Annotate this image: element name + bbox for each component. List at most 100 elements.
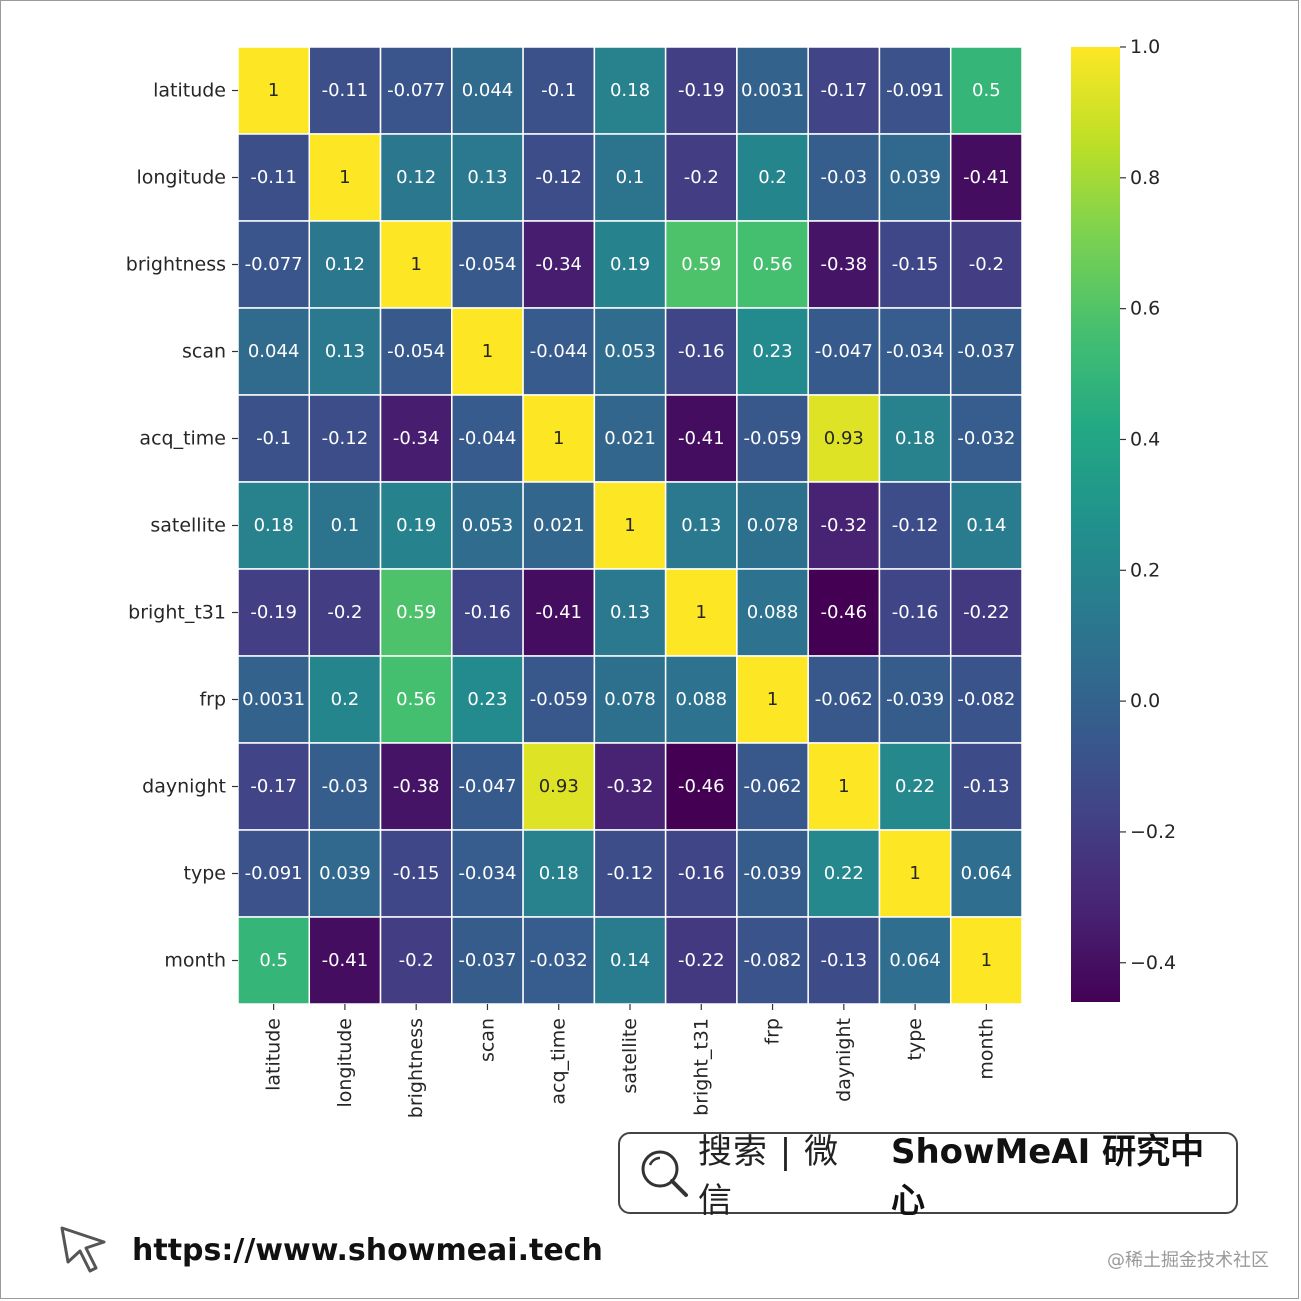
cell-value-label: -0.22 <box>678 950 725 971</box>
heatmap-cell-month-satellite <box>593 916 667 1005</box>
heatmap-cell-type-satellite <box>593 829 667 918</box>
heatmap-cell-latitude-daynight <box>807 46 881 135</box>
cell-value-label: -0.047 <box>815 341 873 362</box>
cell-value-label: 0.18 <box>895 428 935 449</box>
heatmap-cell-month-daynight <box>807 916 881 1005</box>
cell-value-label: 0.088 <box>676 689 728 710</box>
cell-value-label: 0.0031 <box>242 689 305 710</box>
cell-value-label: 0.0031 <box>741 80 804 101</box>
cell-value-label: 0.19 <box>396 515 436 536</box>
cell-value-label: -0.13 <box>963 776 1010 797</box>
heatmap-cell-satellite-satellite <box>593 481 667 570</box>
column-labels: latitude longitude brightness scan acq_time s… <box>263 1004 997 1118</box>
heatmap-cell-acq_time-longitude <box>308 394 382 483</box>
cell-value-label: 0.59 <box>396 602 436 623</box>
cell-value-label: -0.047 <box>458 776 516 797</box>
cell-value-label: -0.17 <box>250 776 297 797</box>
heatmap-cell-longitude-satellite <box>593 133 667 222</box>
column-label-latitude: latitude <box>263 1018 285 1091</box>
heatmap-cell-acq_time-daynight <box>807 394 881 483</box>
cell-value-label: -0.15 <box>393 863 440 884</box>
cell-value-label: -0.044 <box>458 428 516 449</box>
cell-value-label: -0.12 <box>892 515 939 536</box>
heatmap-cell-brightness-acq_time <box>522 220 596 309</box>
colorbar-tick-label: 0.4 <box>1130 428 1160 450</box>
row-label-satellite: satellite <box>150 515 226 537</box>
cell-value-label: -0.054 <box>387 341 445 362</box>
heatmap-cell-acq_time-type <box>878 394 952 483</box>
heatmap-cell-frp-month <box>949 655 1023 744</box>
heatmap-cell-daynight-frp <box>736 742 809 831</box>
cell-value-label: -0.19 <box>250 602 297 623</box>
colorbar-gradient <box>1071 47 1120 1002</box>
heatmap-cell-brightness-bright_t31 <box>664 220 738 309</box>
cell-value-label: -0.22 <box>963 602 1010 623</box>
cell-value-label: 0.18 <box>254 515 294 536</box>
cell-value-label: -0.059 <box>530 689 588 710</box>
cell-value-label: -0.41 <box>963 167 1010 188</box>
cell-value-label: 0.22 <box>824 863 864 884</box>
cell-value-label: -0.41 <box>678 428 725 449</box>
cell-value-label: -0.044 <box>530 341 588 362</box>
cell-value-label: -0.039 <box>744 863 802 884</box>
column-label-type: type <box>904 1018 926 1060</box>
heatmap-cell-type-brightness <box>379 829 453 918</box>
heatmap-cell-type-scan <box>451 829 524 918</box>
heatmap-cell-bright_t31-month <box>949 568 1023 657</box>
colorbar: 1.0 0.8 0.6 0.4 0.2 0.0 −0.2 −0.4 <box>1071 36 1176 1002</box>
cell-value-label: 0.1 <box>331 515 360 536</box>
heatmap-cell-scan-month <box>949 307 1023 396</box>
cell-value-label: 0.56 <box>396 689 436 710</box>
website-link[interactable]: https://www.showmeai.tech <box>132 1232 603 1268</box>
cell-value-label: 0.078 <box>747 515 799 536</box>
heatmap-cell-scan-longitude <box>308 307 382 396</box>
heatmap-cell-satellite-daynight <box>807 481 881 570</box>
heatmap-cell-month-scan <box>451 916 524 1005</box>
colorbar-tick-label: 0.6 <box>1130 298 1160 320</box>
heatmap-cell-acq_time-bright_t31 <box>664 394 738 483</box>
cell-value-label: -0.059 <box>744 428 802 449</box>
search-text: 搜索 | 微信 <box>698 1132 840 1221</box>
cell-value-label: -0.38 <box>821 254 868 275</box>
row-label-type: type <box>184 863 226 885</box>
cell-value-label: -0.12 <box>607 863 654 884</box>
cell-value-label: 0.039 <box>889 167 941 188</box>
cell-value-label: 1 <box>838 776 849 797</box>
colorbar-tick-label: 0.2 <box>1130 559 1160 581</box>
heatmap-cell-satellite-type <box>878 481 952 570</box>
cell-value-label: 0.14 <box>610 950 650 971</box>
heatmap-cell-brightness-latitude <box>237 220 311 309</box>
heatmap-cell-frp-scan <box>451 655 524 744</box>
cell-value-label: -0.2 <box>327 602 362 623</box>
cell-value-label: -0.19 <box>678 80 725 101</box>
heatmap-cell-longitude-scan <box>451 133 524 222</box>
pointer-cursor-icon <box>56 1220 112 1280</box>
brand-text: ShowMeAI 研究中心 <box>890 1132 1205 1221</box>
heatmap-cell-frp-acq_time <box>522 655 596 744</box>
heatmap-cell-type-month <box>949 829 1023 918</box>
heatmap-cell-latitude-frp <box>736 46 809 135</box>
cell-value-label: -0.15 <box>892 254 939 275</box>
cell-value-label: -0.2 <box>684 167 719 188</box>
cell-value-label: -0.46 <box>678 776 725 797</box>
heatmap-cell-satellite-month <box>949 481 1023 570</box>
cell-value-label: -0.17 <box>821 80 868 101</box>
heatmap-cell-scan-satellite <box>593 307 667 396</box>
heatmap-cell-daynight-acq_time <box>522 742 596 831</box>
cell-value-label: 1 <box>410 254 421 275</box>
heatmap-cell-bright_t31-bright_t31 <box>664 568 738 657</box>
heatmap-cell-month-frp <box>736 916 809 1005</box>
cell-value-label: 0.22 <box>895 776 935 797</box>
cell-value-label: -0.34 <box>535 254 582 275</box>
column-label-frp: frp <box>762 1018 784 1045</box>
cell-value-label: -0.32 <box>607 776 654 797</box>
row-label-latitude: latitude <box>153 80 226 102</box>
cell-value-label: 1 <box>339 167 350 188</box>
heatmap-cell-latitude-scan <box>451 46 524 135</box>
cell-value-label: -0.16 <box>678 341 725 362</box>
cell-value-label: -0.03 <box>322 776 369 797</box>
heatmap-cell-scan-frp <box>736 307 809 396</box>
cell-value-label: 0.053 <box>604 341 656 362</box>
cell-value-label: -0.034 <box>458 863 516 884</box>
